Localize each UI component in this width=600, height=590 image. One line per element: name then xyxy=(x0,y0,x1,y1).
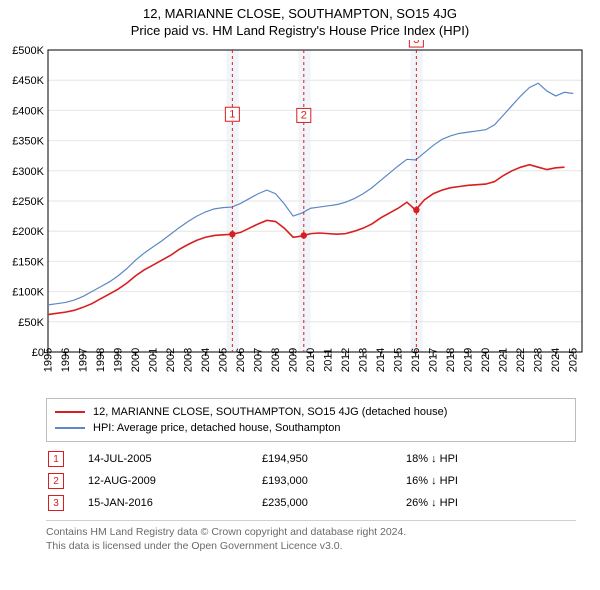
svg-text:£200K: £200K xyxy=(12,226,44,238)
svg-text:2010: 2010 xyxy=(305,348,317,372)
sale-marker-icon: 1 xyxy=(48,451,64,467)
svg-text:2025: 2025 xyxy=(568,348,580,372)
attribution: Contains HM Land Registry data © Crown c… xyxy=(46,520,576,553)
attribution-line2: This data is licensed under the Open Gov… xyxy=(46,539,576,553)
sale-price: £193,000 xyxy=(260,470,404,492)
sale-delta: 26% ↓ HPI xyxy=(404,492,576,514)
legend-item-hpi: HPI: Average price, detached house, Sout… xyxy=(55,420,567,436)
legend-item-property: 12, MARIANNE CLOSE, SOUTHAMPTON, SO15 4J… xyxy=(55,404,567,420)
svg-text:1996: 1996 xyxy=(60,348,72,372)
svg-text:£500K: £500K xyxy=(12,45,44,57)
svg-text:£150K: £150K xyxy=(12,256,44,268)
sale-delta: 16% ↓ HPI xyxy=(404,470,576,492)
svg-text:£400K: £400K xyxy=(12,105,44,117)
svg-text:2002: 2002 xyxy=(165,348,177,372)
legend-swatch-hpi xyxy=(55,427,85,429)
svg-text:2015: 2015 xyxy=(392,348,404,372)
svg-text:2008: 2008 xyxy=(270,348,282,372)
svg-text:2004: 2004 xyxy=(200,348,212,372)
sale-marker-icon: 3 xyxy=(48,495,64,511)
svg-text:2023: 2023 xyxy=(533,348,545,372)
svg-text:£100K: £100K xyxy=(12,287,44,299)
svg-text:3: 3 xyxy=(413,40,419,46)
svg-text:2022: 2022 xyxy=(515,348,527,372)
svg-text:2003: 2003 xyxy=(182,348,194,372)
svg-text:2007: 2007 xyxy=(252,348,264,372)
svg-text:2017: 2017 xyxy=(427,348,439,372)
svg-text:1997: 1997 xyxy=(77,348,89,372)
attribution-line1: Contains HM Land Registry data © Crown c… xyxy=(46,525,576,539)
legend-label-hpi: HPI: Average price, detached house, Sout… xyxy=(93,422,340,434)
svg-text:2020: 2020 xyxy=(480,348,492,372)
sale-date: 14-JUL-2005 xyxy=(86,448,260,470)
chart-legend: 12, MARIANNE CLOSE, SOUTHAMPTON, SO15 4J… xyxy=(46,398,576,442)
svg-text:2006: 2006 xyxy=(235,348,247,372)
sale-marker-icon: 2 xyxy=(48,473,64,489)
sale-date: 15-JAN-2016 xyxy=(86,492,260,514)
svg-text:£50K: £50K xyxy=(18,317,44,329)
svg-text:2000: 2000 xyxy=(130,348,142,372)
svg-text:£350K: £350K xyxy=(12,136,44,148)
svg-text:£300K: £300K xyxy=(12,166,44,178)
svg-text:2021: 2021 xyxy=(498,348,510,372)
svg-text:2005: 2005 xyxy=(217,348,229,372)
sale-date: 12-AUG-2009 xyxy=(86,470,260,492)
legend-label-property: 12, MARIANNE CLOSE, SOUTHAMPTON, SO15 4J… xyxy=(93,406,447,418)
svg-text:2009: 2009 xyxy=(287,348,299,372)
svg-text:1: 1 xyxy=(229,108,235,120)
legend-swatch-property xyxy=(55,411,85,413)
svg-text:2001: 2001 xyxy=(147,348,159,372)
price-chart: £0£50K£100K£150K£200K£250K£300K£350K£400… xyxy=(0,40,600,390)
svg-text:£250K: £250K xyxy=(12,196,44,208)
sales-table: 1 14-JUL-2005£194,95018% ↓ HPI 2 12-AUG-200… xyxy=(46,448,576,514)
sale-row: 1 14-JUL-2005£194,95018% ↓ HPI xyxy=(46,448,576,470)
sale-delta: 18% ↓ HPI xyxy=(404,448,576,470)
svg-text:2: 2 xyxy=(301,109,307,121)
sale-price: £235,000 xyxy=(260,492,404,514)
chart-titles: 12, MARIANNE CLOSE, SOUTHAMPTON, SO15 4J… xyxy=(0,0,600,40)
sale-row: 3 15-JAN-2016£235,00026% ↓ HPI xyxy=(46,492,576,514)
title-subtitle: Price paid vs. HM Land Registry's House … xyxy=(0,23,600,38)
svg-text:2013: 2013 xyxy=(357,348,369,372)
svg-text:2018: 2018 xyxy=(445,348,457,372)
svg-text:2019: 2019 xyxy=(462,348,474,372)
title-address: 12, MARIANNE CLOSE, SOUTHAMPTON, SO15 4J… xyxy=(0,6,600,21)
svg-text:£450K: £450K xyxy=(12,75,44,87)
svg-text:1998: 1998 xyxy=(95,348,107,372)
svg-text:2024: 2024 xyxy=(550,348,562,372)
sale-row: 2 12-AUG-2009£193,00016% ↓ HPI xyxy=(46,470,576,492)
svg-text:2012: 2012 xyxy=(340,348,352,372)
svg-text:1999: 1999 xyxy=(112,348,124,372)
svg-text:2014: 2014 xyxy=(375,348,387,372)
sale-price: £194,950 xyxy=(260,448,404,470)
